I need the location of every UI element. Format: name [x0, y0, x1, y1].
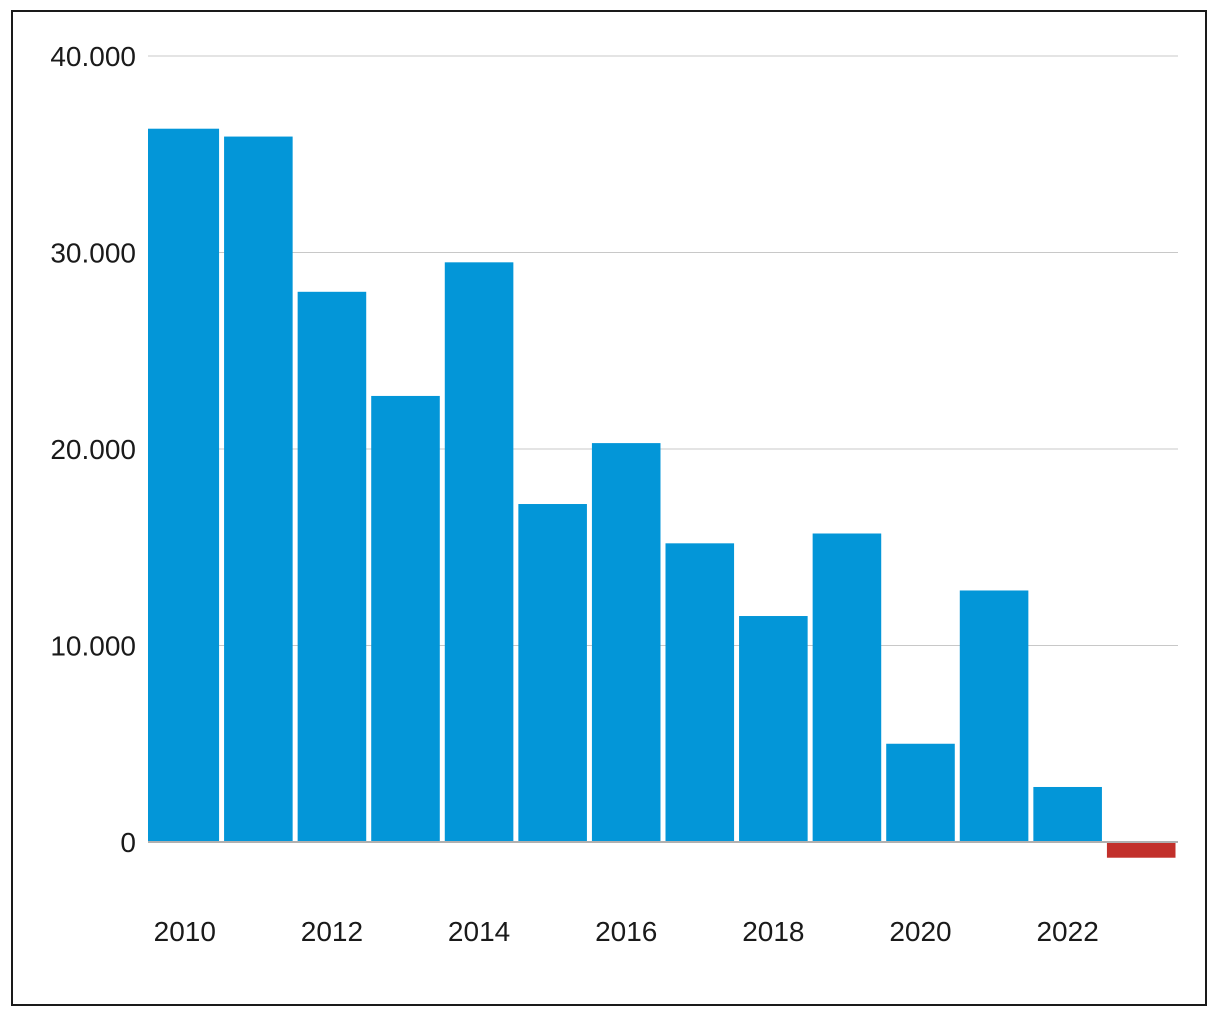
x-tick-label: 2016 [595, 916, 657, 947]
bar-2023 [1106, 842, 1176, 858]
x-tick-label: 2022 [1036, 916, 1098, 947]
y-tick-label: 20.000 [50, 434, 136, 465]
bar-2015 [518, 504, 587, 842]
bar-2020 [886, 743, 955, 842]
bar-2010 [148, 128, 220, 842]
y-tick-label: 40.000 [50, 41, 136, 72]
bar-2013 [371, 395, 440, 842]
bar-2014 [444, 262, 514, 842]
axes: 0 10.000 20.000 30.000 40.000 2010 2012 2014 201… [50, 41, 1178, 947]
y-tick-label: 0 [120, 827, 136, 858]
bars [148, 128, 1176, 858]
y-tick-label: 10.000 [50, 631, 136, 662]
x-tick-label: 2010 [154, 916, 216, 947]
x-tick-label: 2014 [448, 916, 510, 947]
bar-2022 [1033, 786, 1102, 842]
bar-2017 [665, 543, 735, 842]
y-tick-label: 30.000 [50, 238, 136, 269]
bar-2021 [959, 590, 1029, 842]
x-tick-label: 2012 [301, 916, 363, 947]
bar-2012 [297, 291, 367, 842]
bar-2016 [591, 443, 661, 842]
x-tick-label: 2018 [742, 916, 804, 947]
bar-2011 [224, 136, 293, 842]
bar-2019 [812, 533, 882, 842]
bar-2018 [739, 616, 808, 842]
x-tick-label: 2020 [889, 916, 951, 947]
